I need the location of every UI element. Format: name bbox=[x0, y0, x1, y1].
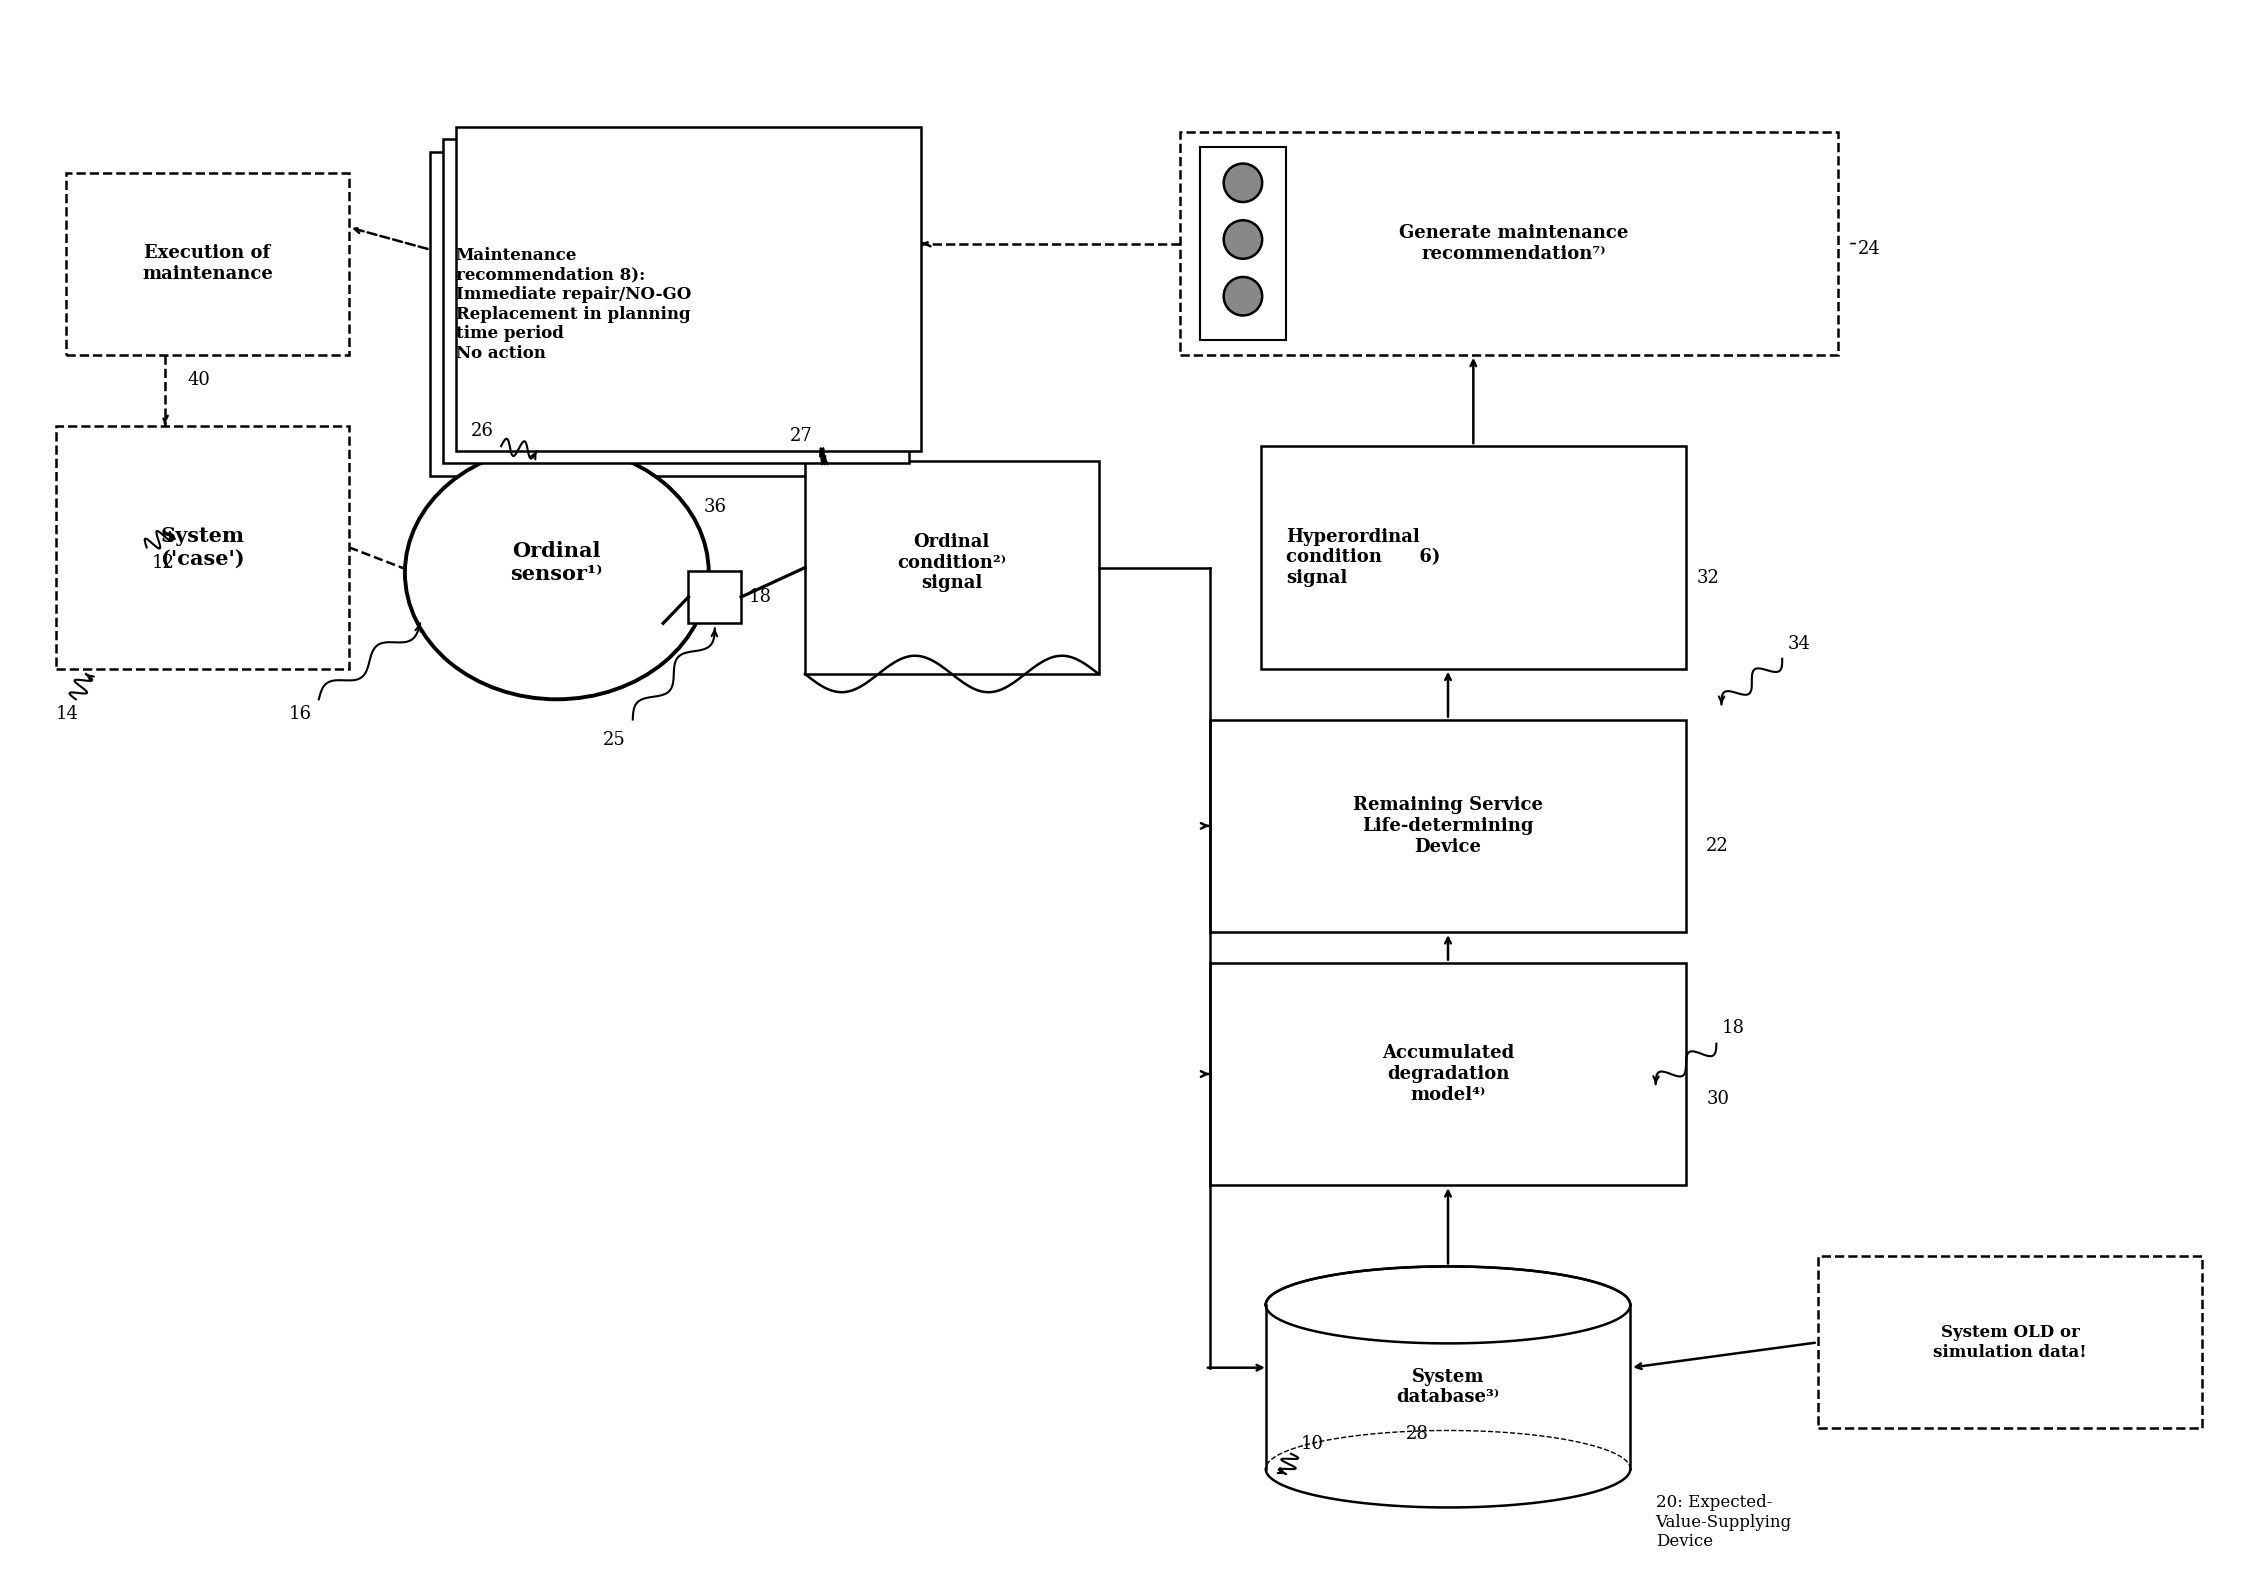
Ellipse shape bbox=[404, 445, 709, 700]
Text: 14: 14 bbox=[56, 705, 79, 724]
Text: System
('case'): System ('case') bbox=[160, 525, 244, 570]
Bar bbox=[1210, 963, 1687, 1185]
Text: 24: 24 bbox=[1858, 240, 1881, 258]
Text: 32: 32 bbox=[1696, 568, 1718, 587]
Text: 10: 10 bbox=[1301, 1435, 1323, 1453]
Text: 26: 26 bbox=[470, 422, 495, 441]
Bar bbox=[456, 127, 921, 452]
Text: 27: 27 bbox=[790, 426, 813, 445]
Text: Execution of
maintenance: Execution of maintenance bbox=[142, 245, 273, 283]
Text: 28: 28 bbox=[1407, 1424, 1429, 1443]
Text: 25: 25 bbox=[603, 730, 625, 749]
Bar bbox=[1210, 719, 1687, 932]
Bar bbox=[1818, 1257, 2202, 1429]
Bar bbox=[1267, 1305, 1630, 1468]
Text: Ordinal
condition²⁾
signal: Ordinal condition²⁾ signal bbox=[896, 533, 1007, 592]
Text: Generate maintenance
recommendation⁷⁾: Generate maintenance recommendation⁷⁾ bbox=[1400, 224, 1628, 263]
Bar bbox=[1260, 445, 1687, 668]
Circle shape bbox=[1224, 164, 1262, 202]
Bar bbox=[443, 140, 910, 463]
Text: Accumulated
degradation
model⁴⁾: Accumulated degradation model⁴⁾ bbox=[1382, 1044, 1515, 1104]
Text: 22: 22 bbox=[1707, 837, 1730, 854]
Bar bbox=[1199, 148, 1287, 340]
Circle shape bbox=[1224, 277, 1262, 315]
Circle shape bbox=[1224, 220, 1262, 259]
Text: Remaining Service
Life-determining
Device: Remaining Service Life-determining Devic… bbox=[1353, 796, 1542, 856]
Text: 16: 16 bbox=[289, 705, 312, 724]
Bar bbox=[689, 571, 741, 624]
Text: 18: 18 bbox=[1721, 1020, 1745, 1037]
Bar bbox=[65, 173, 350, 355]
Text: Ordinal
sensor¹⁾: Ordinal sensor¹⁾ bbox=[510, 541, 603, 584]
Text: Hyperordinal
condition      6)
signal: Hyperordinal condition 6) signal bbox=[1287, 528, 1441, 587]
Bar bbox=[1267, 1262, 1630, 1305]
Text: Maintenance
recommendation 8):
Immediate repair/NO-GO
Replacement in planning
ti: Maintenance recommendation 8): Immediate… bbox=[456, 247, 691, 361]
Text: 34: 34 bbox=[1788, 635, 1811, 652]
Bar bbox=[56, 426, 350, 668]
Text: System OLD or
simulation data!: System OLD or simulation data! bbox=[1933, 1324, 2086, 1360]
Text: 40: 40 bbox=[187, 371, 210, 390]
Bar bbox=[804, 461, 1100, 675]
Bar bbox=[1179, 132, 1838, 355]
Text: 36: 36 bbox=[704, 498, 727, 515]
Text: 12: 12 bbox=[151, 554, 174, 571]
Text: System
database³⁾: System database³⁾ bbox=[1395, 1368, 1499, 1406]
Bar bbox=[431, 153, 896, 476]
Text: 18: 18 bbox=[750, 589, 772, 606]
Text: 20: Expected-
Value-Supplying
Device: 20: Expected- Value-Supplying Device bbox=[1655, 1494, 1793, 1551]
Text: 30: 30 bbox=[1707, 1090, 1730, 1109]
